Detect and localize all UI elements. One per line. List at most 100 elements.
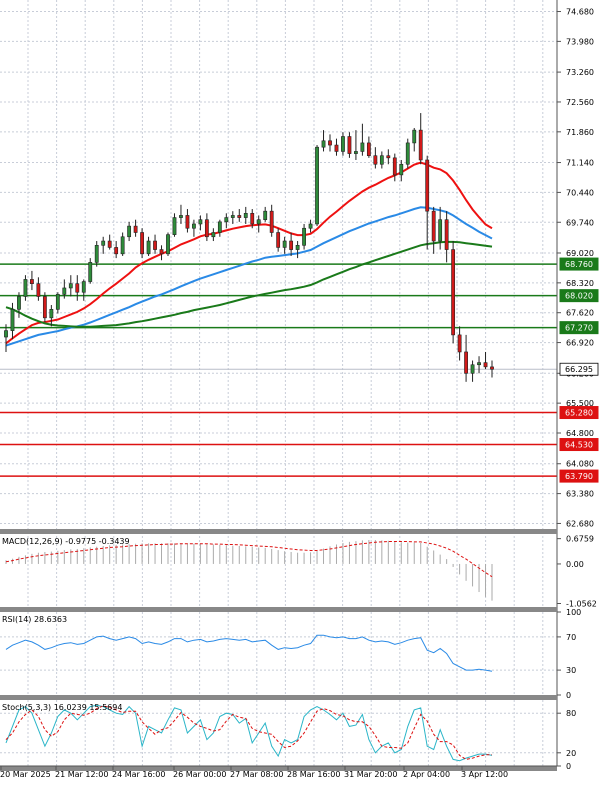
- svg-text:63.790: 63.790: [565, 472, 593, 481]
- indicator-tick-label: 0.00: [566, 560, 584, 569]
- indicator-tick-label: 70: [566, 633, 576, 642]
- svg-text:65.280: 65.280: [565, 409, 593, 418]
- indicator-tick-label: 20: [566, 749, 576, 758]
- indicator-tick-label: 0.6759: [566, 535, 594, 544]
- level-price-label: 64.530: [559, 438, 599, 452]
- price-tick-label: 63.380: [566, 490, 594, 499]
- svg-text:66.295: 66.295: [565, 365, 593, 374]
- candle: [418, 113, 423, 165]
- price-tick-label: 64.080: [566, 460, 594, 469]
- candle: [140, 228, 144, 259]
- moving-average-line-0: [5, 161, 493, 345]
- candle: [431, 206, 436, 254]
- candle: [17, 292, 21, 318]
- indicator-tick-label: -1.0562: [566, 599, 597, 608]
- candle: [243, 206, 248, 224]
- macd-title: MACD(12,26,9) -0.9775 -0.3439: [2, 537, 130, 546]
- rsi-panel: [0, 634, 557, 672]
- candle: [392, 153, 397, 182]
- price-tick-label: 67.620: [566, 309, 594, 318]
- candle: [457, 326, 462, 361]
- candle: [341, 132, 345, 156]
- time-tick-label: 20 Mar 2025: [0, 770, 51, 779]
- time-tick-label: 31 Mar 20:00: [344, 770, 397, 779]
- candle: [153, 234, 157, 254]
- moving-average-line-2: [5, 240, 493, 328]
- time-tick-label: 21 Mar 12:00: [55, 770, 108, 779]
- panel-divider: [0, 695, 557, 700]
- candle: [347, 132, 352, 158]
- svg-text:67.270: 67.270: [565, 324, 593, 333]
- moving-average-line-1: [5, 206, 493, 347]
- candle: [438, 206, 443, 250]
- candle: [42, 292, 47, 323]
- svg-text:68.020: 68.020: [565, 292, 593, 301]
- candle: [250, 209, 255, 229]
- candle: [315, 145, 319, 227]
- price-tick-label: 70.440: [566, 188, 594, 197]
- candle: [263, 206, 268, 222]
- time-tick-label: 28 Mar 16:00: [287, 770, 340, 779]
- candle: [127, 221, 132, 242]
- stoch-panel: [0, 704, 557, 762]
- candle: [211, 228, 216, 242]
- level-price-label: 67.270: [559, 321, 599, 335]
- candle: [10, 302, 15, 340]
- candle: [425, 155, 430, 250]
- candle: [321, 130, 326, 152]
- candle: [360, 123, 365, 156]
- indicator-tick-label: 80: [566, 709, 576, 718]
- candle: [101, 236, 106, 254]
- stoch-line-1: [5, 705, 492, 760]
- candle: [237, 209, 242, 222]
- candle: [230, 211, 235, 224]
- candle: [30, 270, 34, 291]
- price-tick-label: 71.860: [566, 128, 594, 137]
- candle: [120, 232, 125, 256]
- candle: [354, 130, 358, 160]
- candle: [23, 275, 28, 301]
- candle: [204, 213, 209, 242]
- candle: [94, 241, 99, 267]
- moving-averages: [5, 161, 493, 347]
- candle: [399, 159, 404, 182]
- price-tick-label: 69.020: [566, 249, 594, 258]
- price-tick-label: 73.260: [566, 68, 594, 77]
- candle: [451, 241, 456, 344]
- candle: [302, 223, 306, 250]
- rsi-line: [5, 634, 493, 672]
- macd-panel: [5, 539, 493, 601]
- candle: [308, 219, 313, 233]
- stoch-title: Stoch(5,3,3) 16.0239 15.5694: [2, 703, 122, 712]
- price-tick-label: 65.500: [566, 399, 594, 408]
- level-price-label: 68.760: [559, 257, 599, 271]
- candle: [179, 204, 183, 224]
- svg-text:64.530: 64.530: [565, 441, 593, 450]
- panel-divider: [0, 607, 557, 612]
- price-tick-label: 73.980: [566, 37, 594, 46]
- indicator-tick-label: 0: [566, 691, 571, 700]
- rsi-title: RSI(14) 28.6363: [2, 615, 67, 624]
- candle: [366, 136, 371, 158]
- price-tick-label: 62.680: [566, 519, 594, 528]
- stoch-line-0: [5, 704, 493, 762]
- candle: [379, 151, 384, 169]
- candle: [75, 275, 80, 301]
- time-tick-label: 3 Apr 12:00: [461, 770, 508, 779]
- time-tick-label: 26 Mar 00:00: [173, 770, 226, 779]
- candle: [185, 209, 190, 233]
- time-tick-label: 2 Apr 04:00: [403, 770, 450, 779]
- candle: [159, 245, 164, 261]
- level-price-label: 63.790: [559, 469, 599, 483]
- candle: [412, 127, 417, 152]
- candle: [256, 215, 261, 233]
- level-price-label: 65.280: [559, 406, 599, 420]
- candle: [4, 324, 8, 352]
- price-tick-label: 74.680: [566, 8, 594, 17]
- indicator-tick-label: 0: [566, 762, 571, 771]
- candle: [477, 356, 481, 374]
- candle: [198, 215, 203, 231]
- candle: [36, 277, 41, 301]
